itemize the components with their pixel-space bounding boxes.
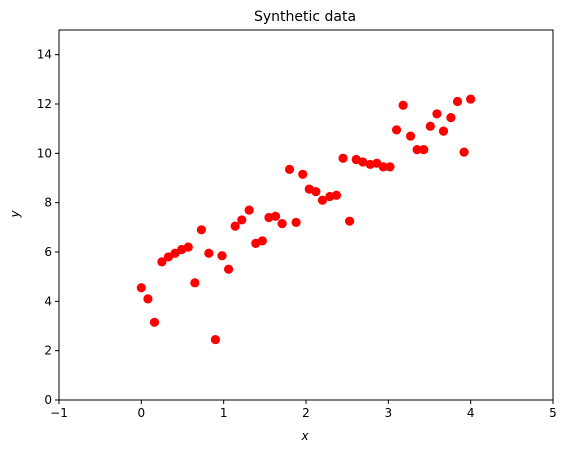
data-point <box>284 164 295 174</box>
data-point <box>391 125 402 135</box>
y-tick-label: 8 <box>44 196 52 210</box>
y-tick-label: 6 <box>44 245 52 259</box>
data-point <box>405 131 416 141</box>
x-tick-label: 2 <box>302 406 310 420</box>
data-point <box>412 145 422 155</box>
data-point <box>419 145 429 155</box>
x-axis-ticks: −1 0 1 2 3 4 5 <box>50 400 557 420</box>
data-point <box>257 236 267 246</box>
y-tick-label: 0 <box>44 393 52 407</box>
data-point <box>378 162 388 172</box>
data-point <box>183 242 193 252</box>
data-point <box>136 283 146 293</box>
data-point <box>452 96 463 107</box>
data-point <box>291 217 301 227</box>
data-point <box>311 186 321 197</box>
data-point <box>204 248 214 258</box>
y-axis-label: y <box>8 210 22 219</box>
y-axis-ticks: 0 2 4 6 8 10 12 14 <box>37 48 59 407</box>
data-point <box>398 100 408 110</box>
x-tick-label: 1 <box>220 406 228 420</box>
data-point <box>143 294 153 304</box>
plot-background <box>59 30 553 400</box>
data-point <box>438 126 449 136</box>
data-point <box>217 251 227 261</box>
data-point <box>446 112 456 123</box>
data-point <box>157 257 167 267</box>
chart-title: Synthetic data <box>254 9 356 25</box>
x-tick-label: −1 <box>50 406 68 420</box>
x-tick-label: 3 <box>385 406 393 420</box>
data-point <box>466 94 476 104</box>
data-point <box>230 221 240 231</box>
data-point <box>277 219 287 229</box>
data-point <box>317 195 328 205</box>
data-point <box>244 205 254 215</box>
y-tick-label: 4 <box>44 294 52 308</box>
data-point <box>298 169 308 179</box>
x-axis-label: x <box>300 429 309 443</box>
data-point <box>210 334 221 345</box>
data-point <box>237 215 247 225</box>
data-point <box>331 190 342 200</box>
y-tick-label: 14 <box>37 48 52 62</box>
data-point <box>459 147 469 157</box>
data-point <box>432 109 442 119</box>
data-point <box>196 225 207 235</box>
y-tick-label: 10 <box>37 146 52 160</box>
x-tick-label: 0 <box>138 406 146 420</box>
data-point <box>358 157 368 167</box>
x-tick-label: 5 <box>549 406 557 420</box>
data-point <box>190 278 200 288</box>
data-points <box>136 94 476 345</box>
data-point <box>345 216 355 226</box>
data-point <box>270 211 281 221</box>
data-point <box>224 264 234 274</box>
data-point <box>338 153 348 163</box>
data-point <box>149 317 160 327</box>
y-tick-label: 12 <box>37 97 52 111</box>
data-point <box>425 121 435 131</box>
data-point <box>385 162 395 172</box>
plot-area <box>59 30 553 400</box>
x-tick-label: 4 <box>467 406 475 420</box>
y-tick-label: 2 <box>44 344 52 358</box>
